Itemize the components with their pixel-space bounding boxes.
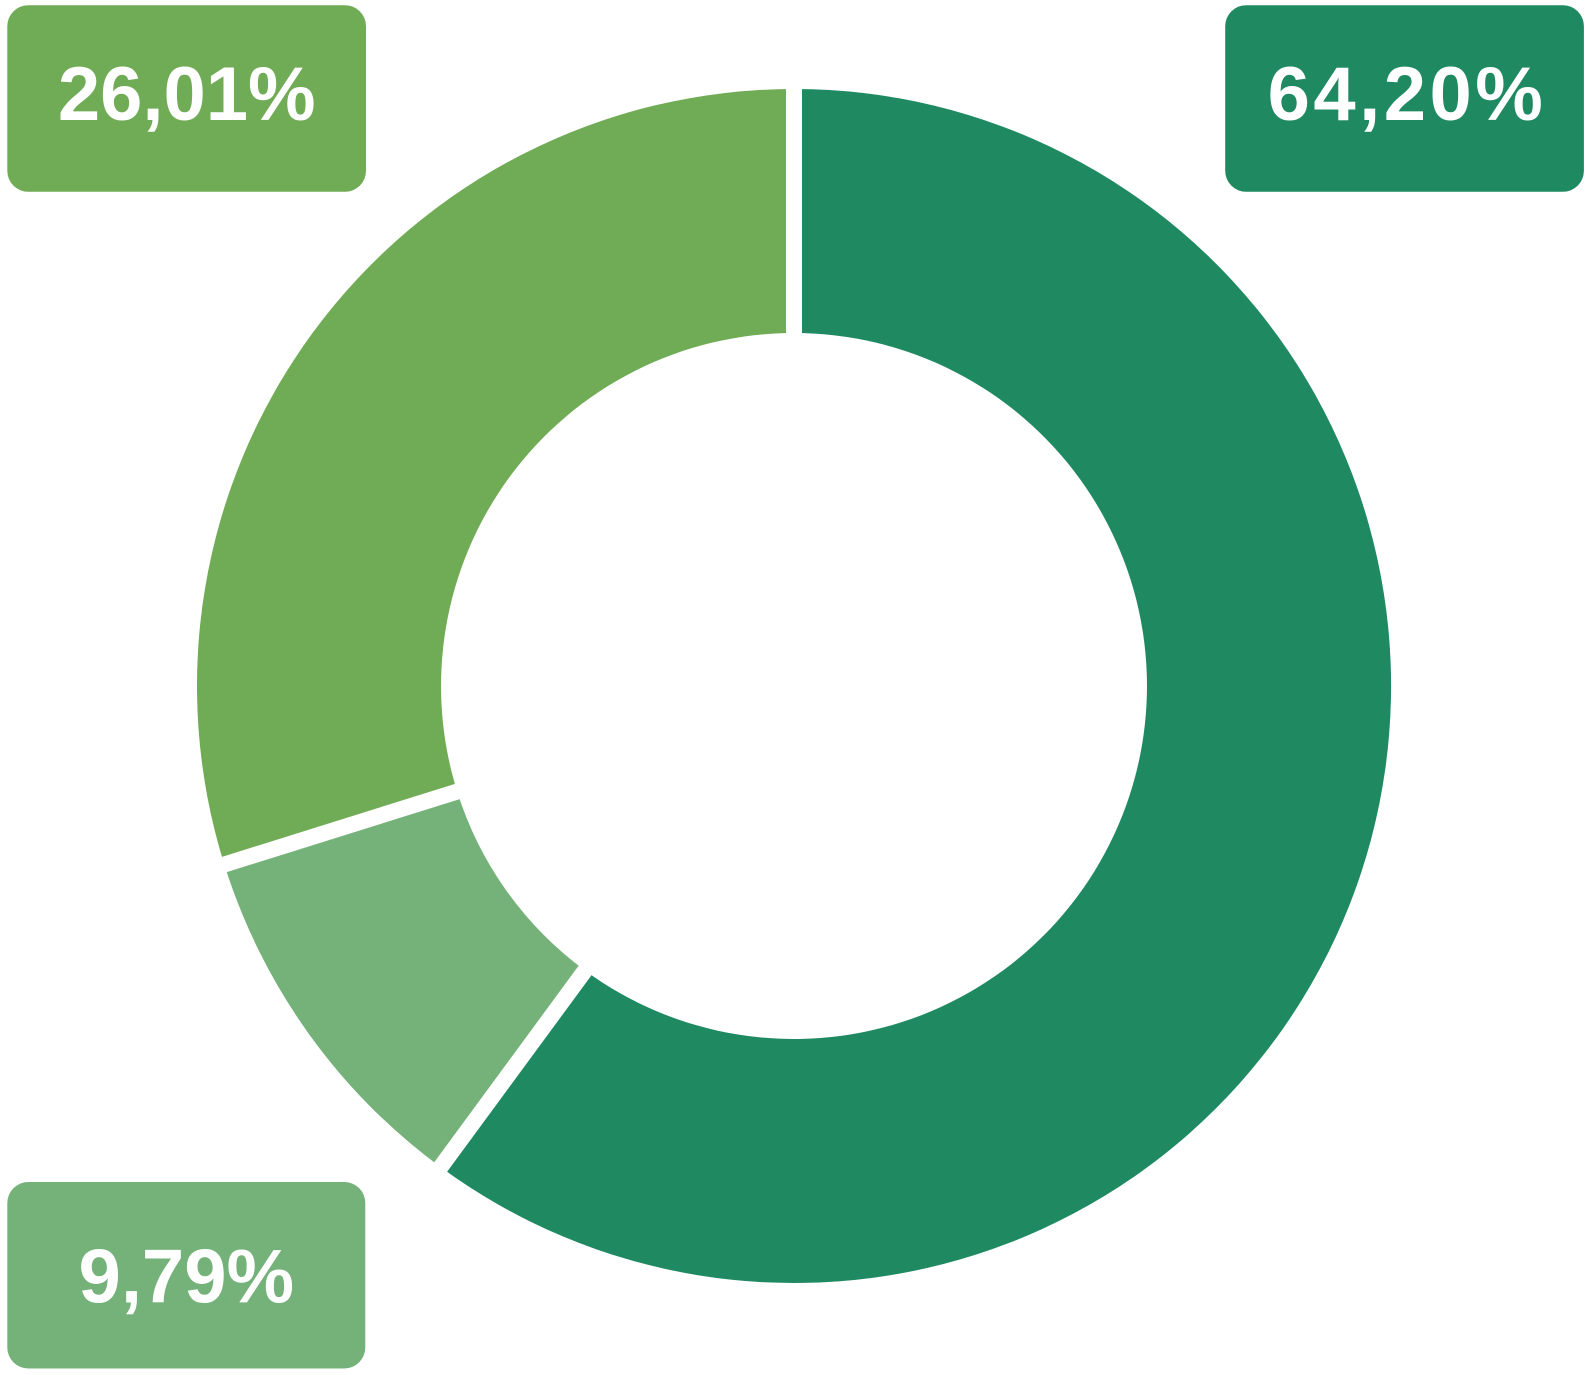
svg-text:64,20%: 64,20% xyxy=(1268,52,1547,137)
svg-text:26,01%: 26,01% xyxy=(58,52,316,137)
svg-text:9,79%: 9,79% xyxy=(79,1234,295,1319)
